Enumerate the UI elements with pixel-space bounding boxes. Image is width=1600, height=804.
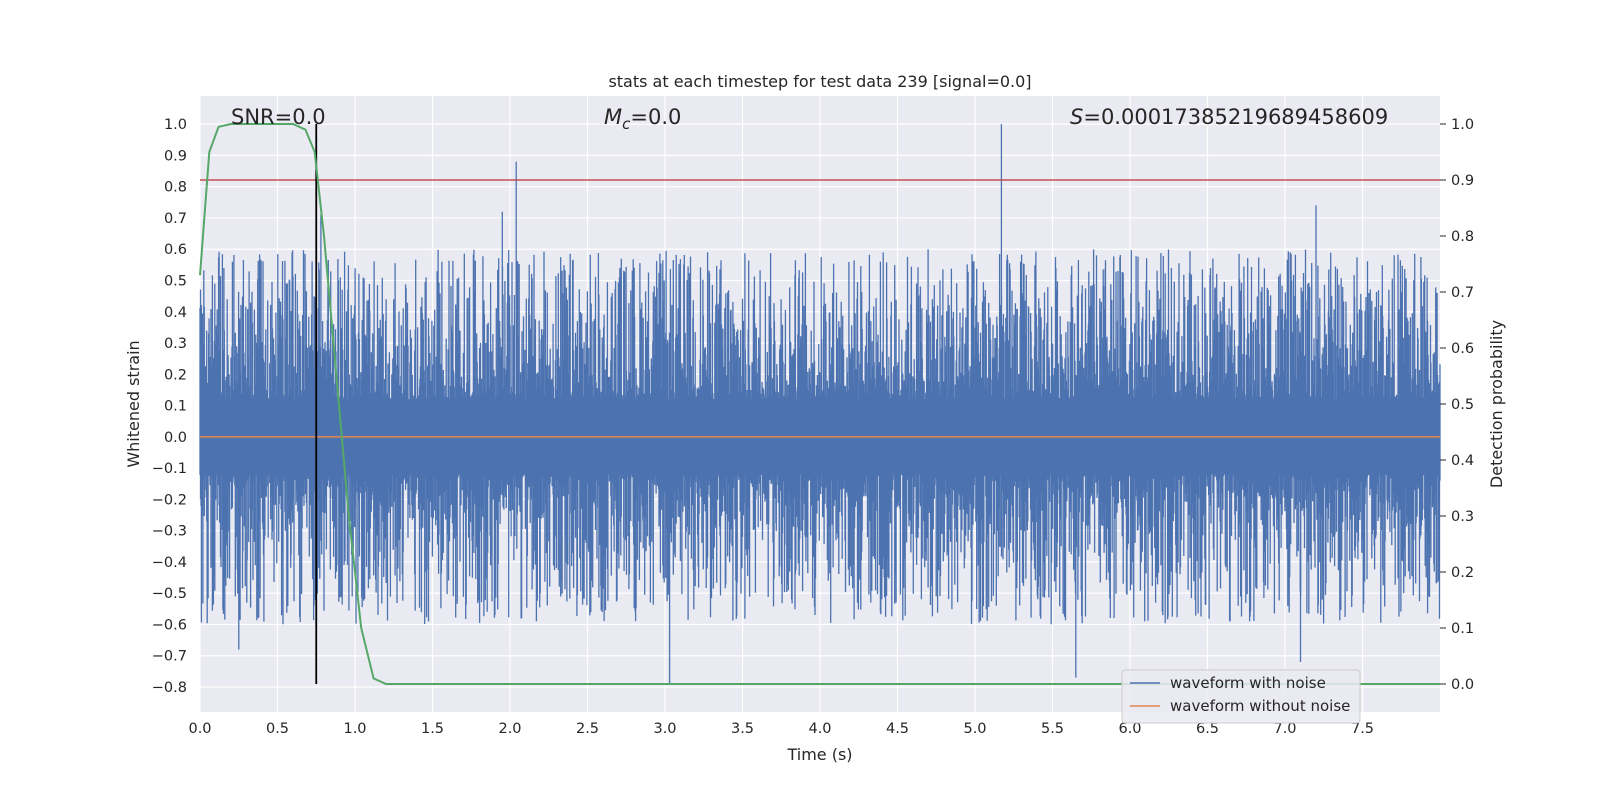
left-y-tick-label: 0.1 [164,399,187,415]
mc-subscript: c [622,115,631,133]
x-tick-label: 4.5 [886,721,909,737]
x-axis-label: Time (s) [786,745,852,764]
x-tick-label: 3.0 [653,721,676,737]
s-symbol: S [1070,105,1083,129]
left-y-tick-label: −0.2 [152,492,187,508]
x-tick-label: 6.0 [1118,721,1141,737]
x-tick-label: 6.5 [1196,721,1219,737]
right-y-tick-label: 0.3 [1451,509,1474,525]
right-y-tick-label: 0.7 [1451,285,1474,301]
x-tick-label: 2.5 [576,721,599,737]
x-tick-label: 4.0 [808,721,831,737]
right-y-tick-label: 0.9 [1451,173,1474,189]
legend: waveform with noise waveform without noi… [1121,669,1361,724]
chart-title: stats at each timestep for test data 239… [608,72,1031,91]
mc-value: =0.0 [630,105,681,129]
left-y-tick-label: −0.7 [152,649,187,665]
snr-annotation: SNR=0.0 [231,105,326,129]
left-y-tick-label: 0.0 [164,430,187,446]
left-y-axis-label: Whitened strain [124,340,143,467]
legend-label-clean: waveform without noise [1170,697,1350,715]
left-y-tick-label: −0.3 [152,524,187,540]
x-tick-label: 7.0 [1273,721,1296,737]
x-axis-ticks: 0.0 0.5 1.0 1.5 2.0 2.5 3.0 3.5 4.0 4.5 5.0 5.5 6.0 6… [188,721,1374,737]
x-tick-label: 7.5 [1351,721,1374,737]
left-y-tick-label: 0.7 [164,211,187,227]
right-y-tick-label: 0.4 [1451,453,1474,469]
left-y-tick-label: 0.5 [164,273,187,289]
left-y-tick-label: −0.1 [152,461,187,477]
left-y-tick-label: −0.8 [152,680,187,696]
right-y-tick-label: 0.0 [1451,677,1474,693]
x-tick-label: 2.0 [498,721,521,737]
right-y-axis-label: Detection probability [1487,320,1506,488]
detection-probability-line [199,123,1440,685]
x-tick-label: 1.0 [343,721,366,737]
s-annotation: S=0.00017385219689458609 [1070,105,1388,129]
left-y-tick-label: 0.3 [164,336,187,352]
right-y-axis-ticks: 1.0 0.9 0.8 0.7 0.6 0.5 0.4 0.3 0.2 0.1 0.0 [1440,117,1474,693]
x-tick-label: 5.5 [1041,721,1064,737]
left-y-tick-label: 0.6 [164,242,187,258]
x-tick-label: 0.5 [266,721,289,737]
legend-box [1121,669,1361,724]
left-y-tick-label: 0.4 [164,305,187,321]
left-y-tick-label: 0.2 [164,367,187,383]
right-y-tick-label: 0.6 [1451,341,1474,357]
legend-label-noise: waveform with noise [1170,674,1326,692]
left-y-tick-label: 0.8 [164,180,187,196]
x-tick-label: 0.0 [188,721,211,737]
x-tick-label: 1.5 [421,721,444,737]
left-y-tick-label: 0.9 [164,148,187,164]
chirp-mass-annotation: Mc=0.0 [604,105,681,133]
mc-symbol: M [604,105,622,129]
x-tick-label: 5.0 [963,721,986,737]
x-tick-label: 3.5 [731,721,754,737]
right-y-tick-label: 1.0 [1451,117,1474,133]
left-y-tick-label: 1.0 [164,117,187,133]
right-y-tick-label: 0.8 [1451,229,1474,245]
right-y-tick-label: 0.5 [1451,397,1474,413]
left-y-tick-label: −0.4 [152,555,187,571]
left-y-tick-label: −0.6 [152,617,187,633]
left-y-tick-label: −0.5 [152,586,187,602]
right-y-tick-label: 0.2 [1451,565,1474,581]
right-y-tick-label: 0.1 [1451,621,1474,637]
left-y-axis-ticks: 1.0 0.9 0.8 0.7 0.6 0.5 0.4 0.3 0.2 0.1 0.0 −0.1 −0.… [152,117,187,696]
s-value: =0.00017385219689458609 [1083,105,1388,129]
